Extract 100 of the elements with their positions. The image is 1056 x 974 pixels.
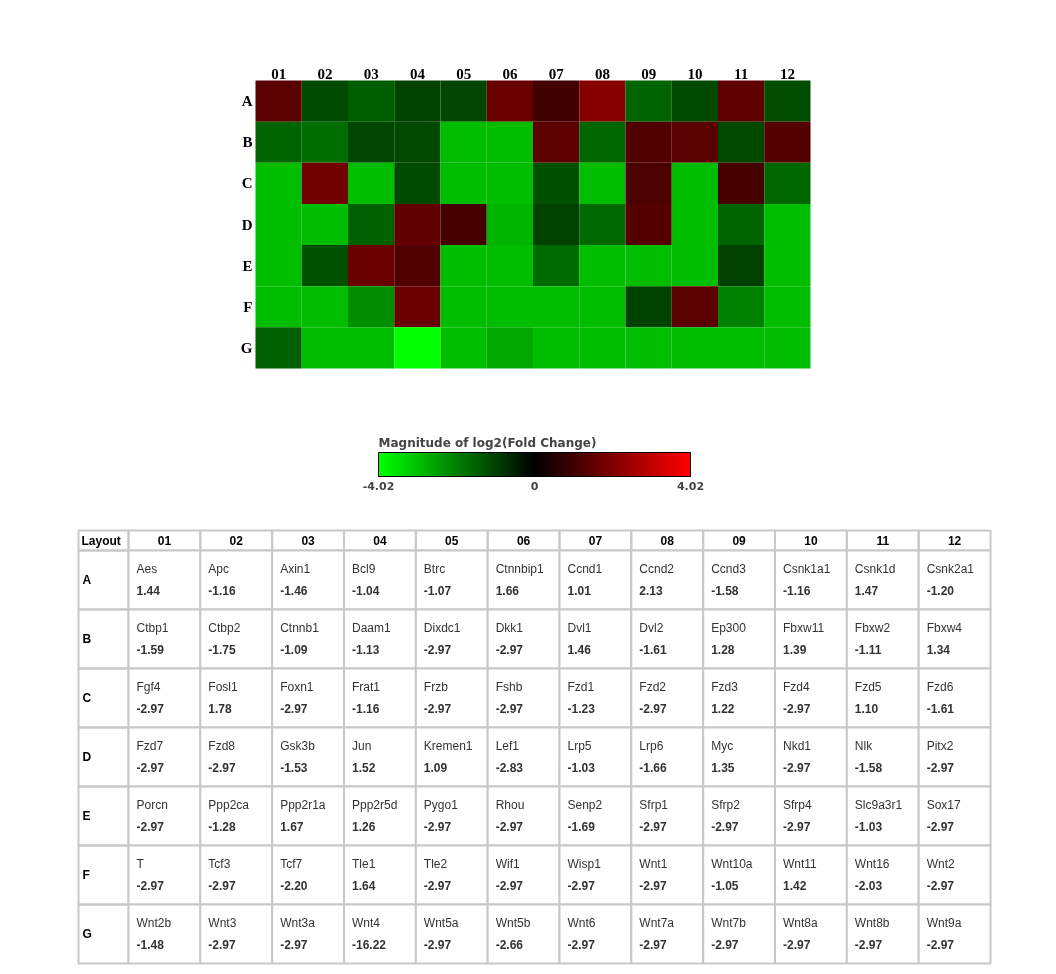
data-label: 1.66: [495, 584, 520, 598]
data-label: -2.97: [639, 820, 668, 834]
x-tick-label: 12: [947, 534, 962, 548]
data-label: -2.97: [495, 702, 524, 716]
x-tick-label: 01: [157, 534, 172, 548]
data-label: -2.97: [423, 938, 452, 952]
annotation: Daam1: [352, 620, 392, 635]
annotation: Sfrp2: [711, 797, 741, 812]
y-tick-label: D: [241, 216, 253, 233]
annotation: Csnk1d: [854, 561, 896, 576]
annotation: Senp2: [567, 797, 603, 812]
annotation: Ccnd3: [711, 561, 747, 576]
annotation: Frzb: [423, 679, 449, 694]
annotation: Ppp2ca: [208, 797, 250, 812]
x-tick-label: 01: [271, 65, 287, 82]
annotation: Ccnd1: [567, 561, 603, 576]
annotation: Fshb: [495, 679, 523, 694]
annotation: Dvl1: [567, 620, 592, 635]
data-label: -2.97: [783, 820, 811, 834]
annotation: Wnt1: [639, 856, 668, 871]
annotation: Myc: [711, 738, 734, 753]
annotation: Porcn: [136, 797, 168, 812]
y-tick-label: G: [240, 339, 253, 356]
data-label: -2.97: [711, 938, 739, 952]
annotation: Wnt2: [926, 856, 955, 871]
data-label: -1.28: [208, 820, 237, 834]
annotation: Wnt10a: [711, 856, 753, 871]
y-tick-label: E: [242, 257, 253, 274]
data-label: 1.67: [280, 820, 304, 834]
color-bar-label: -4.02: [362, 479, 395, 493]
data-label: -1.16: [208, 584, 237, 598]
data-label: -16.22: [352, 938, 387, 952]
data-label: 1.09: [423, 761, 448, 775]
data-label: 1.26: [352, 820, 376, 834]
x-tick-label: 03: [301, 534, 316, 548]
annotation: Foxn1: [280, 679, 314, 694]
annotation: Tle2: [423, 856, 448, 871]
data-label: -2.97: [783, 938, 811, 952]
annotation: Csnk1a1: [783, 561, 831, 576]
data-label: -2.97: [926, 879, 955, 893]
data-label: -1.11: [854, 643, 882, 657]
annotation: Apc: [208, 561, 230, 576]
data-label: -1.16: [352, 702, 380, 716]
data-label: -2.97: [423, 643, 452, 657]
y-tick-label: G: [82, 927, 92, 941]
annotation: Sox17: [926, 797, 962, 812]
data-label: -2.97: [208, 761, 237, 775]
annotation: Wnt7b: [711, 915, 747, 930]
y-tick-label: E: [82, 809, 91, 823]
data-label: 1.52: [352, 761, 376, 775]
annotation: Rhou: [495, 797, 525, 812]
data-label: -2.03: [854, 879, 883, 893]
annotation: Btrc: [423, 561, 446, 576]
data-label: 1.28: [711, 643, 735, 657]
y-tick-label: F: [82, 868, 90, 882]
data-label: -2.97: [280, 938, 308, 952]
x-tick-label: 03: [363, 65, 379, 82]
annotation: Ctnnbip1: [495, 561, 545, 576]
annotation: Axin1: [280, 561, 311, 576]
data-label: -2.97: [854, 938, 883, 952]
annotation: Slc9a3r1: [854, 797, 903, 812]
annotation: Csnk2a1: [926, 561, 975, 576]
data-label: -2.97: [926, 820, 955, 834]
data-label: -1.09: [280, 643, 308, 657]
y-tick-label: A: [241, 93, 253, 110]
data-label: 1.10: [854, 702, 879, 716]
x-tick-label: 09: [641, 65, 657, 82]
x-tick-label: 10: [687, 65, 703, 82]
annotation: Wnt11: [783, 856, 818, 871]
annotation: Wnt2b: [136, 915, 172, 930]
x-tick-label: 07: [548, 65, 565, 82]
annotation: Tcf3: [208, 856, 231, 871]
x-tick-label: 11: [734, 65, 749, 82]
y-tick-label: A: [82, 573, 92, 587]
x-tick-label: 06: [502, 65, 518, 82]
annotation: Ctbp2: [208, 620, 241, 635]
data-label: -2.97: [926, 761, 955, 775]
annotation: Dixdc1: [423, 620, 461, 635]
annotation: Wnt3: [208, 915, 237, 930]
data-label: -2.97: [423, 820, 452, 834]
annotation: Ctnnb1: [280, 620, 320, 635]
annotation: Fosl1: [208, 679, 238, 694]
data-label: -2.97: [639, 938, 668, 952]
annotation: Fzd1: [567, 679, 595, 694]
data-label: -2.97: [495, 820, 524, 834]
annotation: Pygo1: [423, 797, 459, 812]
annotation: Fzd7: [136, 738, 164, 753]
x-tick-label: 08: [660, 534, 675, 548]
annotation: Wnt8b: [854, 915, 890, 930]
annotation: Wnt3a: [280, 915, 316, 930]
annotation: Wif1: [495, 856, 520, 871]
color-bar-label: 0: [530, 479, 539, 493]
annotation: Ccnd2: [639, 561, 675, 576]
x-tick-label: 02: [317, 65, 333, 82]
annotation: Wnt8a: [783, 915, 819, 930]
data-label: -1.03: [567, 761, 596, 775]
data-label: 1.42: [783, 879, 807, 893]
annotation: Jun: [352, 738, 372, 753]
x-tick-label: 04: [409, 65, 426, 82]
x-tick-label: 09: [732, 534, 747, 548]
